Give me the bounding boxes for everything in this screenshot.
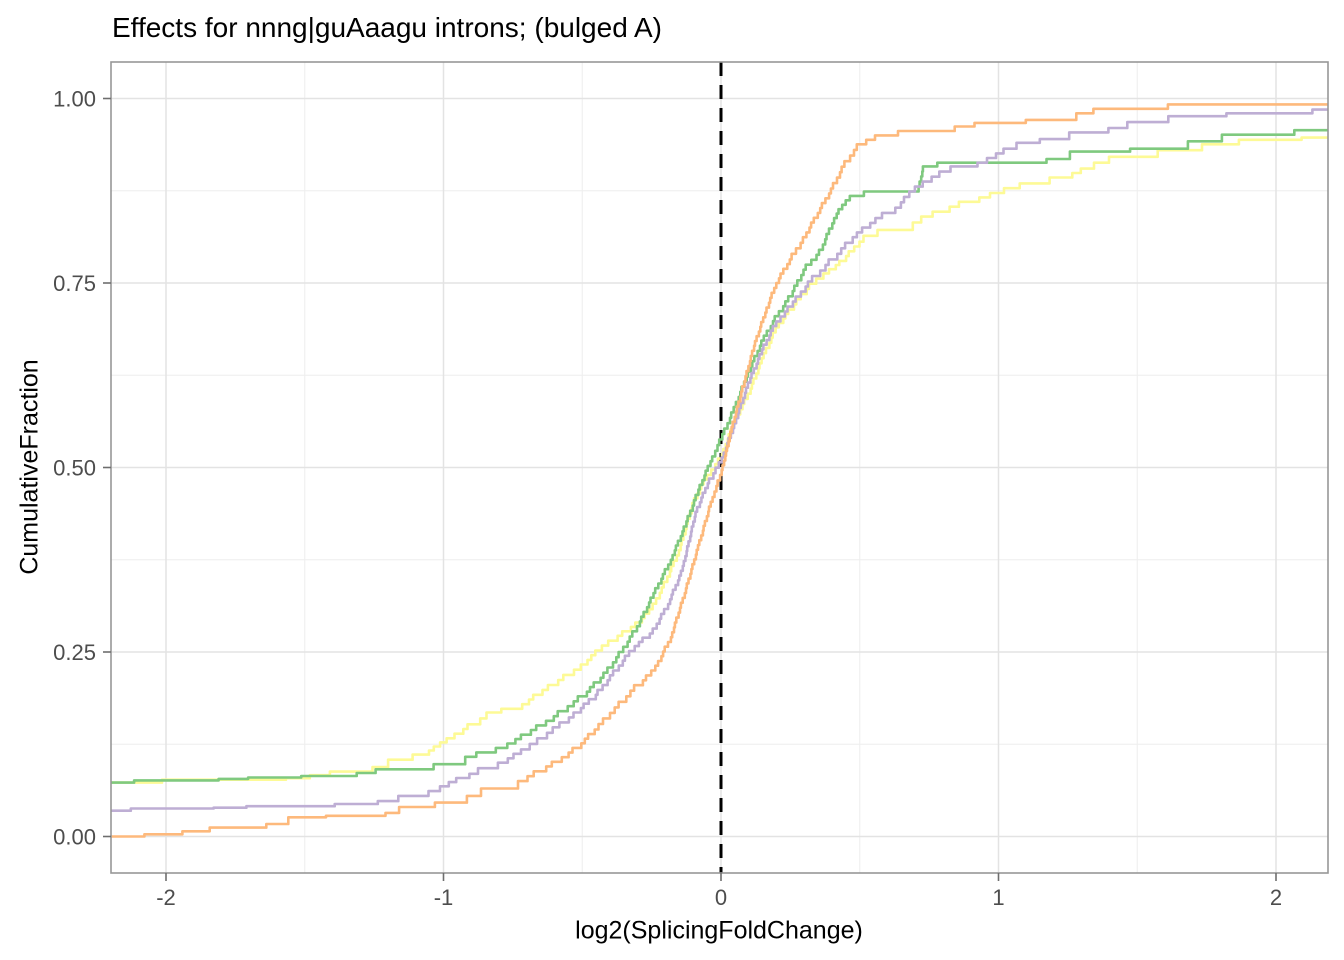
x-tick-label: 0 [715, 885, 727, 910]
x-tick-label: 1 [992, 885, 1004, 910]
x-tick-label: 2 [1270, 885, 1282, 910]
ecdf-line-orange [111, 103, 1328, 838]
ecdf-line-green [111, 128, 1328, 784]
y-tick-label: 0.00 [53, 825, 96, 850]
ecdf-line-purple [111, 108, 1328, 812]
y-tick-label: 1.00 [53, 87, 96, 112]
ecdf-line-yellow [111, 136, 1328, 784]
plot-title: Effects for nnng|guAaagu introns; (bulge… [112, 12, 663, 43]
x-axis-title: log2(SplicingFoldChange) [575, 916, 863, 945]
y-tick-label: 0.75 [53, 271, 96, 296]
x-tick-label: -1 [434, 885, 454, 910]
y-tick-label: 0.25 [53, 640, 96, 665]
y-tick-label: 0.50 [53, 456, 96, 481]
x-tick-label: -2 [156, 885, 176, 910]
